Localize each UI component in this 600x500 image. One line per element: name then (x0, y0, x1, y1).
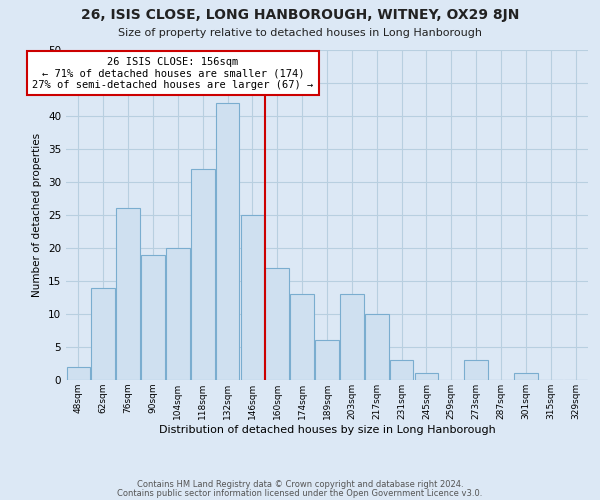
Bar (91, 288, 115, 380)
X-axis label: Distribution of detached houses by size in Long Hanborough: Distribution of detached houses by size … (158, 424, 496, 434)
Bar (290, 294, 314, 380)
Bar (166, 248, 190, 380)
Y-axis label: Number of detached properties: Number of detached properties (32, 133, 43, 297)
Bar (116, 208, 140, 380)
Bar (141, 254, 165, 380)
Text: 26 ISIS CLOSE: 156sqm
← 71% of detached houses are smaller (174)
27% of semi-det: 26 ISIS CLOSE: 156sqm ← 71% of detached … (32, 56, 314, 90)
Text: Contains public sector information licensed under the Open Government Licence v3: Contains public sector information licen… (118, 489, 482, 498)
Text: 26, ISIS CLOSE, LONG HANBOROUGH, WITNEY, OX29 8JN: 26, ISIS CLOSE, LONG HANBOROUGH, WITNEY,… (81, 8, 519, 22)
Bar (464, 360, 488, 380)
Bar (415, 374, 438, 380)
Bar (67, 367, 90, 380)
Bar (216, 103, 239, 380)
Bar (191, 169, 215, 380)
Bar (315, 340, 339, 380)
Bar (390, 360, 413, 380)
Bar (340, 294, 364, 380)
Bar (514, 374, 538, 380)
Bar (265, 268, 289, 380)
Bar (241, 215, 264, 380)
Text: Contains HM Land Registry data © Crown copyright and database right 2024.: Contains HM Land Registry data © Crown c… (137, 480, 463, 489)
Text: Size of property relative to detached houses in Long Hanborough: Size of property relative to detached ho… (118, 28, 482, 38)
Bar (365, 314, 389, 380)
